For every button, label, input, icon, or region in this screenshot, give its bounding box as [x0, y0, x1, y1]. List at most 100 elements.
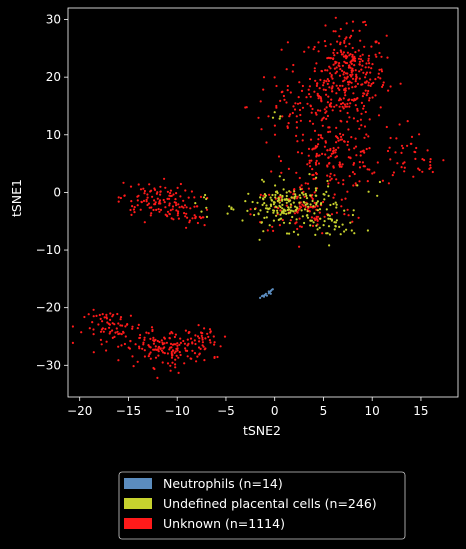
data-point	[177, 203, 180, 206]
axes-layer: −20 −15 −10 −5 0 5 10 15 −30 −20 −10 0 10 20 30	[36, 7, 459, 418]
data-point	[352, 92, 355, 95]
data-point	[415, 146, 418, 150]
series-2	[71, 16, 445, 379]
data-point	[226, 212, 229, 215]
data-point	[335, 92, 338, 95]
data-point	[379, 77, 382, 80]
data-point	[396, 162, 399, 165]
data-point	[315, 163, 318, 166]
data-point	[346, 102, 349, 105]
data-point	[351, 77, 355, 80]
data-point	[368, 118, 371, 121]
data-point	[311, 107, 314, 111]
data-point	[332, 81, 335, 84]
data-point	[354, 51, 357, 54]
data-point	[168, 202, 171, 205]
data-point	[152, 342, 155, 345]
data-point	[171, 361, 174, 364]
data-point	[315, 152, 318, 155]
data-point	[312, 205, 315, 208]
data-point	[349, 53, 352, 56]
data-point	[98, 313, 101, 317]
data-point	[175, 204, 178, 207]
data-point	[389, 158, 392, 161]
data-point	[293, 197, 296, 200]
data-point	[168, 337, 171, 340]
data-point	[158, 340, 161, 344]
data-point	[259, 100, 262, 103]
data-point	[316, 82, 319, 85]
data-point	[272, 201, 275, 204]
data-point	[314, 187, 317, 190]
data-point	[337, 64, 340, 67]
data-point	[368, 168, 371, 171]
data-point	[198, 215, 201, 218]
data-point	[272, 229, 275, 232]
data-point	[300, 89, 304, 92]
data-point	[311, 122, 315, 125]
data-point	[329, 155, 332, 158]
data-point	[279, 209, 282, 212]
data-point	[97, 323, 100, 326]
data-point	[321, 152, 324, 155]
data-point	[315, 159, 318, 162]
data-point	[165, 341, 168, 344]
data-point	[172, 218, 175, 221]
data-point	[207, 335, 210, 338]
data-point	[202, 196, 206, 199]
data-point	[342, 73, 345, 76]
data-point	[169, 342, 173, 345]
data-point	[359, 58, 363, 61]
data-point	[87, 313, 90, 316]
data-point	[163, 346, 166, 349]
data-point	[350, 69, 353, 72]
data-point	[327, 217, 330, 220]
data-point	[338, 165, 341, 168]
data-point	[289, 91, 292, 94]
data-point	[268, 224, 271, 227]
data-point	[124, 325, 127, 328]
data-point	[136, 199, 139, 202]
data-point	[317, 162, 321, 165]
x-tick-label: 0	[271, 404, 279, 418]
data-point	[293, 212, 296, 215]
data-point	[338, 62, 341, 65]
data-point	[348, 116, 351, 119]
data-point	[330, 74, 333, 77]
data-point	[335, 104, 338, 107]
data-point	[304, 192, 307, 196]
data-point	[291, 215, 294, 219]
data-point	[321, 124, 324, 127]
data-point	[307, 46, 310, 49]
data-point	[335, 203, 338, 206]
data-point	[157, 350, 160, 353]
data-point	[362, 149, 365, 152]
data-point	[193, 196, 196, 199]
data-point	[368, 62, 371, 65]
data-point	[366, 168, 369, 171]
data-point	[177, 210, 180, 213]
data-point	[297, 96, 300, 99]
data-point	[183, 362, 186, 365]
data-point	[385, 125, 388, 129]
data-point	[170, 346, 173, 349]
data-point	[301, 139, 304, 142]
data-point	[176, 349, 179, 352]
data-point	[174, 363, 177, 366]
data-point	[334, 148, 338, 151]
data-point	[273, 209, 276, 212]
data-point	[339, 49, 342, 52]
data-point	[310, 111, 313, 114]
data-point	[159, 347, 162, 350]
data-point	[281, 115, 284, 118]
data-point	[423, 159, 426, 162]
data-point	[111, 336, 114, 339]
data-point	[178, 206, 181, 209]
data-point	[363, 151, 366, 154]
data-point	[326, 179, 329, 183]
data-point	[288, 115, 291, 118]
data-point	[298, 207, 301, 210]
x-tick-label: −20	[67, 404, 92, 418]
legend-label-undefined-placental: Undefined placental cells (n=246)	[163, 496, 377, 511]
data-point	[200, 210, 203, 213]
